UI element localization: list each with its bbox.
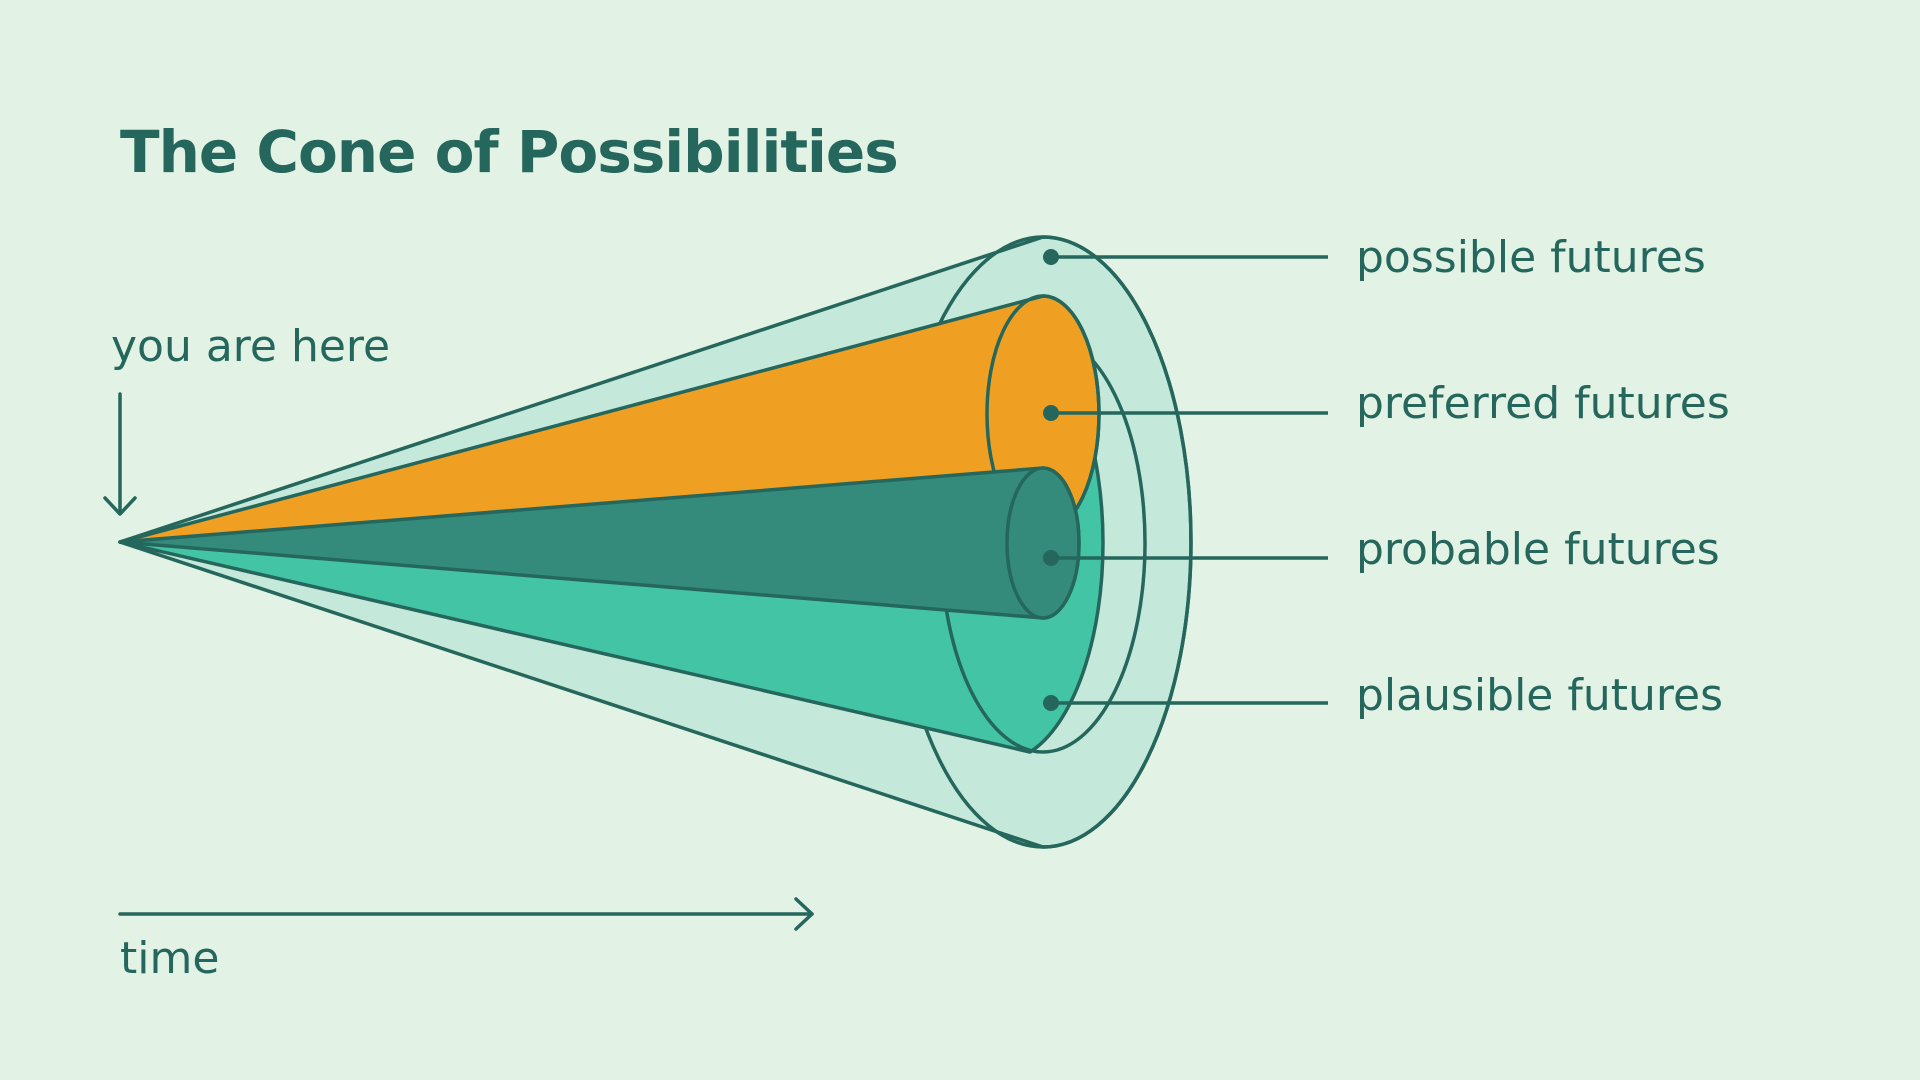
plausible-futures-leader (1043, 695, 1328, 711)
you-are-here-label: you are here (111, 321, 390, 372)
probable-futures-cone (118, 466, 1081, 620)
leader-lines (1043, 249, 1328, 711)
you-are-here-arrow-icon (103, 392, 137, 516)
possible-futures-leader (1043, 249, 1328, 265)
time-arrow-icon (118, 897, 814, 931)
preferred-futures-leader (1043, 405, 1328, 421)
time-axis-label: time (120, 933, 219, 984)
probable-futures-label: probable futures (1356, 524, 1720, 575)
probable-futures-leader (1043, 550, 1328, 566)
diagram-title: The Cone of Possibilities (120, 118, 898, 186)
preferred-futures-label: preferred futures (1356, 378, 1730, 429)
cone-group (118, 235, 1193, 849)
plausible-futures-label: plausible futures (1356, 670, 1723, 721)
possible-futures-label: possible futures (1356, 232, 1706, 283)
